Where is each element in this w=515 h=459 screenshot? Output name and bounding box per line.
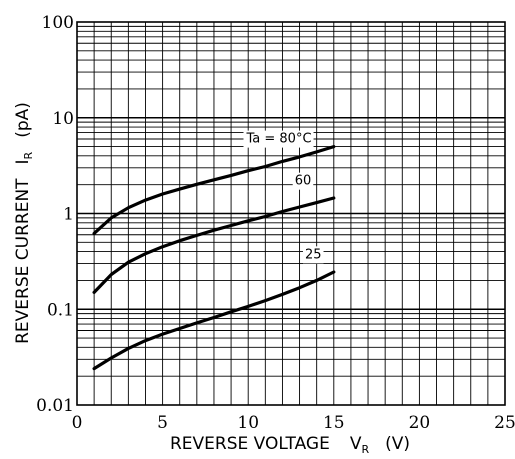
x-tick-label: 0: [72, 413, 83, 433]
series-line: [92, 145, 336, 235]
y-tick-label: 1: [63, 205, 74, 225]
x-tick-label: 20: [409, 413, 431, 433]
curves: Ta = 80°C 60 25: [92, 130, 336, 371]
series-label-background: [292, 172, 314, 190]
series-label: 60: [295, 174, 312, 189]
x-tick-label: 15: [323, 413, 345, 433]
series-label-background: [243, 130, 314, 148]
y-tick-label: 10: [52, 109, 74, 129]
grid: [77, 22, 505, 405]
x-tick-label: 25: [494, 413, 515, 433]
series-line: [92, 196, 336, 294]
series-label-background: [302, 246, 324, 264]
x-tick-label: 10: [237, 413, 259, 433]
series-label: Ta = 80°C: [245, 132, 311, 147]
series-label: 25: [305, 247, 322, 262]
x-tick-label: 5: [157, 413, 168, 433]
y-tick-label: 100: [42, 13, 74, 33]
x-axis-label: REVERSE VOLTAGE VR (V): [170, 434, 410, 456]
tick-labels: 0 5 10 15 20 25 0.01 0.1 1 10 100: [36, 13, 515, 433]
series-line: [92, 270, 336, 371]
y-tick-label: 0.01: [36, 396, 74, 416]
y-axis-label: REVERSE CURRENTIR(pA): [13, 102, 35, 344]
y-tick-label: 0.1: [47, 300, 74, 320]
plot-frame: [76, 21, 506, 406]
